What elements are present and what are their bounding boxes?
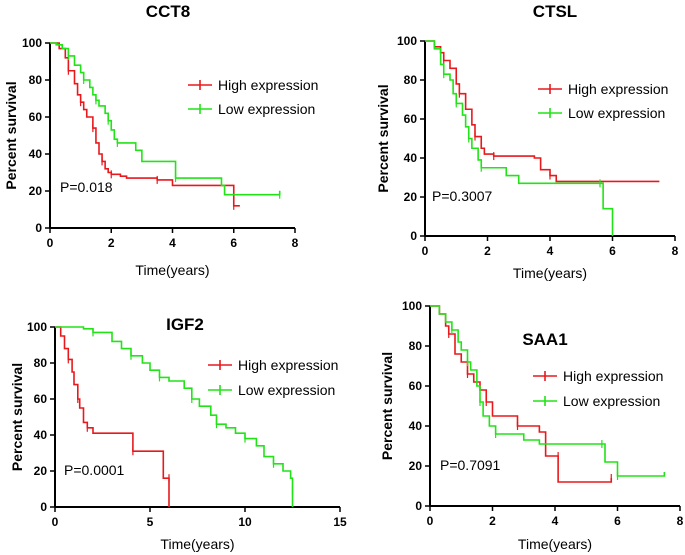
series-line-low bbox=[50, 42, 281, 196]
x-tick-label: 0 bbox=[422, 244, 429, 258]
y-axis-label: Percent survival bbox=[3, 81, 19, 189]
series-line-high bbox=[55, 326, 170, 507]
y-axis-label: Percent survival bbox=[379, 352, 395, 460]
series-line-low bbox=[55, 326, 294, 507]
x-tick-label: 4 bbox=[547, 244, 554, 258]
x-tick-label: 0 bbox=[52, 515, 59, 529]
x-tick-label: 15 bbox=[333, 515, 347, 529]
p-value: P=0.3007 bbox=[432, 188, 493, 204]
y-tick-label: 40 bbox=[404, 151, 418, 165]
x-axis-label: Time(years) bbox=[518, 536, 592, 552]
x-tick-label: 4 bbox=[552, 514, 559, 528]
x-tick-label: 2 bbox=[484, 244, 491, 258]
x-tick-label: 2 bbox=[108, 236, 115, 250]
chart-title: CCT8 bbox=[146, 2, 190, 21]
x-axis-label: Time(years) bbox=[135, 262, 209, 278]
y-tick-label: 80 bbox=[404, 73, 418, 87]
y-tick-label: 80 bbox=[409, 339, 423, 353]
y-tick-label: 20 bbox=[404, 190, 418, 204]
legend-label-high: High expression bbox=[563, 368, 663, 384]
y-axis-label: Percent survival bbox=[375, 84, 391, 192]
x-tick-label: 8 bbox=[677, 514, 684, 528]
p-value: P=0.7091 bbox=[440, 457, 501, 473]
y-tick-label: 60 bbox=[29, 110, 43, 124]
x-tick-label: 0 bbox=[427, 514, 434, 528]
x-tick-label: 6 bbox=[614, 514, 621, 528]
y-tick-label: 60 bbox=[34, 392, 48, 406]
series-line-low bbox=[425, 40, 614, 236]
y-tick-label: 60 bbox=[404, 112, 418, 126]
chart-title: IGF2 bbox=[166, 315, 204, 334]
x-tick-label: 4 bbox=[169, 236, 176, 250]
legend-label-low: Low expression bbox=[563, 393, 660, 409]
y-tick-label: 100 bbox=[22, 36, 42, 50]
chart-title: SAA1 bbox=[522, 330, 567, 349]
p-value: P=0.0001 bbox=[64, 462, 125, 478]
x-tick-label: 5 bbox=[147, 515, 154, 529]
y-tick-label: 100 bbox=[397, 34, 417, 48]
legend-label-low: Low expression bbox=[218, 101, 315, 117]
x-tick-label: 8 bbox=[292, 236, 299, 250]
x-tick-label: 2 bbox=[489, 514, 496, 528]
y-tick-label: 40 bbox=[34, 428, 48, 442]
p-value: P=0.018 bbox=[60, 179, 113, 195]
legend-label-low: Low expression bbox=[568, 105, 665, 121]
x-tick-label: 6 bbox=[230, 236, 237, 250]
chart-title: CTSL bbox=[533, 2, 577, 21]
legend-label-high: High expression bbox=[218, 77, 318, 93]
y-tick-label: 100 bbox=[402, 299, 422, 313]
x-tick-label: 8 bbox=[672, 244, 679, 258]
y-tick-label: 20 bbox=[409, 459, 423, 473]
y-tick-label: 0 bbox=[40, 500, 47, 514]
panel-igf2: IGF2 0 5 10 15 0 20 40 60 80 100 Time(years) Percent… bbox=[9, 315, 347, 552]
y-tick-label: 0 bbox=[410, 229, 417, 243]
legend-label-high: High expression bbox=[238, 357, 338, 373]
y-tick-label: 0 bbox=[415, 499, 422, 513]
x-axis-label: Time(years) bbox=[513, 265, 587, 281]
x-tick-label: 6 bbox=[609, 244, 616, 258]
x-tick-label: 10 bbox=[238, 515, 252, 529]
y-tick-label: 0 bbox=[35, 221, 42, 235]
y-axis-label: Percent survival bbox=[9, 363, 25, 471]
legend-label-high: High expression bbox=[568, 81, 668, 97]
x-axis-label: Time(years) bbox=[160, 536, 234, 552]
y-tick-label: 80 bbox=[34, 356, 48, 370]
y-tick-label: 40 bbox=[29, 147, 43, 161]
y-tick-label: 80 bbox=[29, 73, 43, 87]
x-tick-label: 0 bbox=[47, 236, 54, 250]
y-tick-label: 40 bbox=[409, 419, 423, 433]
y-tick-label: 60 bbox=[409, 379, 423, 393]
y-tick-label: 20 bbox=[29, 184, 43, 198]
y-tick-label: 20 bbox=[34, 464, 48, 478]
legend-label-low: Low expression bbox=[238, 382, 335, 398]
y-tick-label: 100 bbox=[27, 320, 47, 334]
